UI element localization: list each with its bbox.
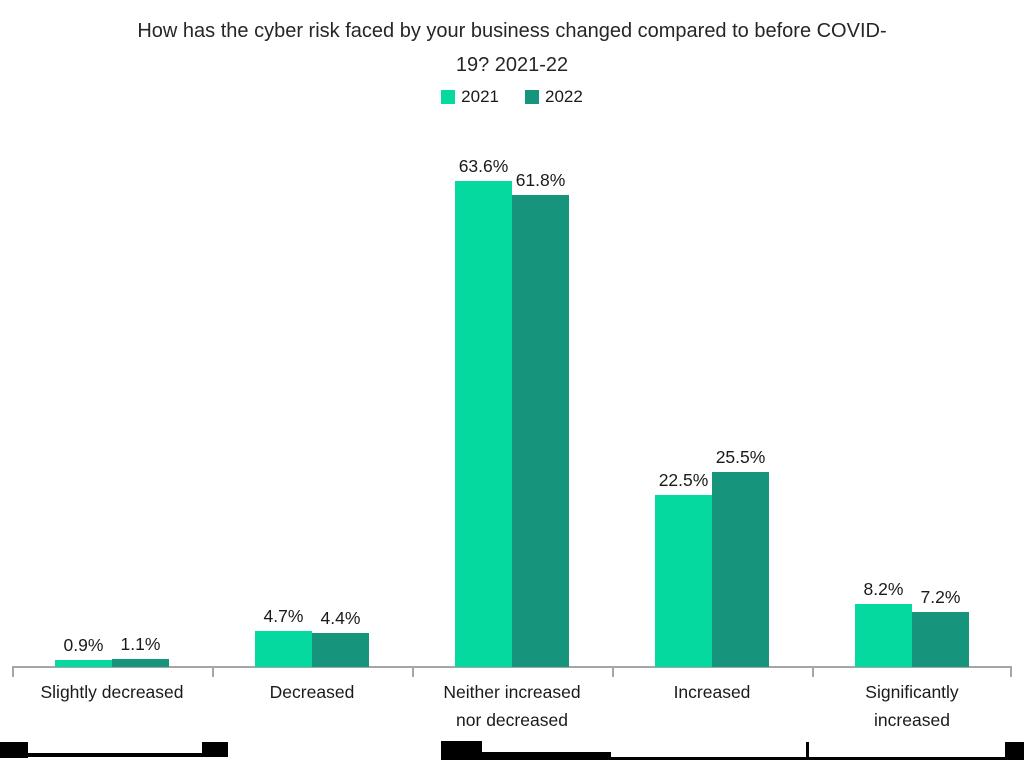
artifact-bottom-square-2: [202, 742, 228, 757]
legend-label-2022: 2022: [545, 87, 583, 106]
x-axis-line: [12, 666, 1012, 668]
bar-2021-category-1: 4.7%: [255, 606, 312, 667]
bar-2022-category-0: 1.1%: [112, 634, 169, 667]
bar-2022-category-1: 4.4%: [312, 608, 369, 667]
bar-value-label-2021-category-3: 22.5%: [658, 470, 709, 491]
x-axis-label-3: Increased: [673, 682, 751, 702]
bar-2022-category-3: 25.5%: [712, 447, 769, 667]
legend-label-2021: 2021: [461, 87, 499, 106]
chart-title-line-1: How has the cyber risk faced by your bus…: [137, 20, 887, 42]
bar-value-label-2022-category-1: 4.4%: [320, 608, 361, 629]
axis-tick-2: [412, 667, 414, 677]
x-axis-category-labels: Slightly decreased Decreased Neither incre…: [12, 678, 1012, 734]
x-axis-label-0: Slightly decreased: [40, 682, 184, 702]
bar-2022-category-4: 7.2%: [912, 587, 969, 667]
bar-value-label-2021-category-0: 0.9%: [63, 635, 104, 656]
artifact-bottom-right-square: [1005, 742, 1024, 758]
legend-swatch-2022: [525, 90, 539, 104]
bar-value-label-2021-category-2: 63.6%: [458, 156, 509, 177]
artifact-bottom-vertical-tick: [806, 742, 809, 760]
chart-title: How has the cyber risk faced by your bus…: [62, 14, 962, 82]
axis-tick-5: [1010, 667, 1012, 677]
legend-item-2022: 2022: [525, 87, 583, 107]
axis-tick-0: [12, 667, 14, 677]
axis-tick-1: [212, 667, 214, 677]
bar-value-label-2022-category-2: 61.8%: [515, 169, 566, 190]
axis-tick-4: [812, 667, 814, 677]
bar-value-label-2021-category-1: 4.7%: [263, 606, 304, 627]
chart-legend: 2021 2022: [0, 87, 1024, 107]
legend-item-2021: 2021: [441, 87, 499, 107]
plot-area: 0.9% 1.1% 4.7% 4.4% 63.6% 61.8% 22.5% 25.5% 8.2%…: [12, 127, 1012, 677]
bar-group-2: 63.6% 61.8%: [412, 127, 612, 667]
x-axis-label-4: Significantly increased: [865, 682, 959, 730]
bar-2021-category-4: 8.2%: [855, 579, 912, 667]
chart-title-line-2: 19? 2021-22: [455, 54, 569, 76]
bar-2021-category-2: 63.6%: [455, 156, 512, 667]
legend-swatch-2021: [441, 90, 456, 104]
bar-value-label-2021-category-4: 8.2%: [863, 579, 904, 600]
bar-group-3: 22.5% 25.5%: [612, 127, 812, 667]
bar-group-1: 4.7% 4.4%: [212, 127, 412, 667]
x-axis-label-1: Decreased: [269, 682, 355, 702]
bar-value-label-2022-category-3: 25.5%: [715, 447, 766, 468]
bar-value-label-2022-category-4: 7.2%: [920, 587, 961, 607]
bar-value-label-2022-category-0: 1.1%: [120, 633, 161, 654]
artifact-bottom-left-line: [0, 753, 202, 757]
x-axis-label-2: Neither increased nor decreased: [443, 682, 581, 730]
axis-tick-3: [612, 667, 614, 677]
bar-group-0: 0.9% 1.1%: [12, 127, 212, 667]
bar-group-4: 8.2% 7.2%: [812, 127, 1012, 667]
bar-2021-category-0: 0.9%: [55, 635, 112, 667]
bar-2021-category-3: 22.5%: [655, 470, 712, 667]
artifact-bottom-right-line: [611, 757, 1024, 760]
bar-2022-category-2: 61.8%: [512, 170, 569, 667]
artifact-bottom-thick-line: [441, 752, 611, 760]
